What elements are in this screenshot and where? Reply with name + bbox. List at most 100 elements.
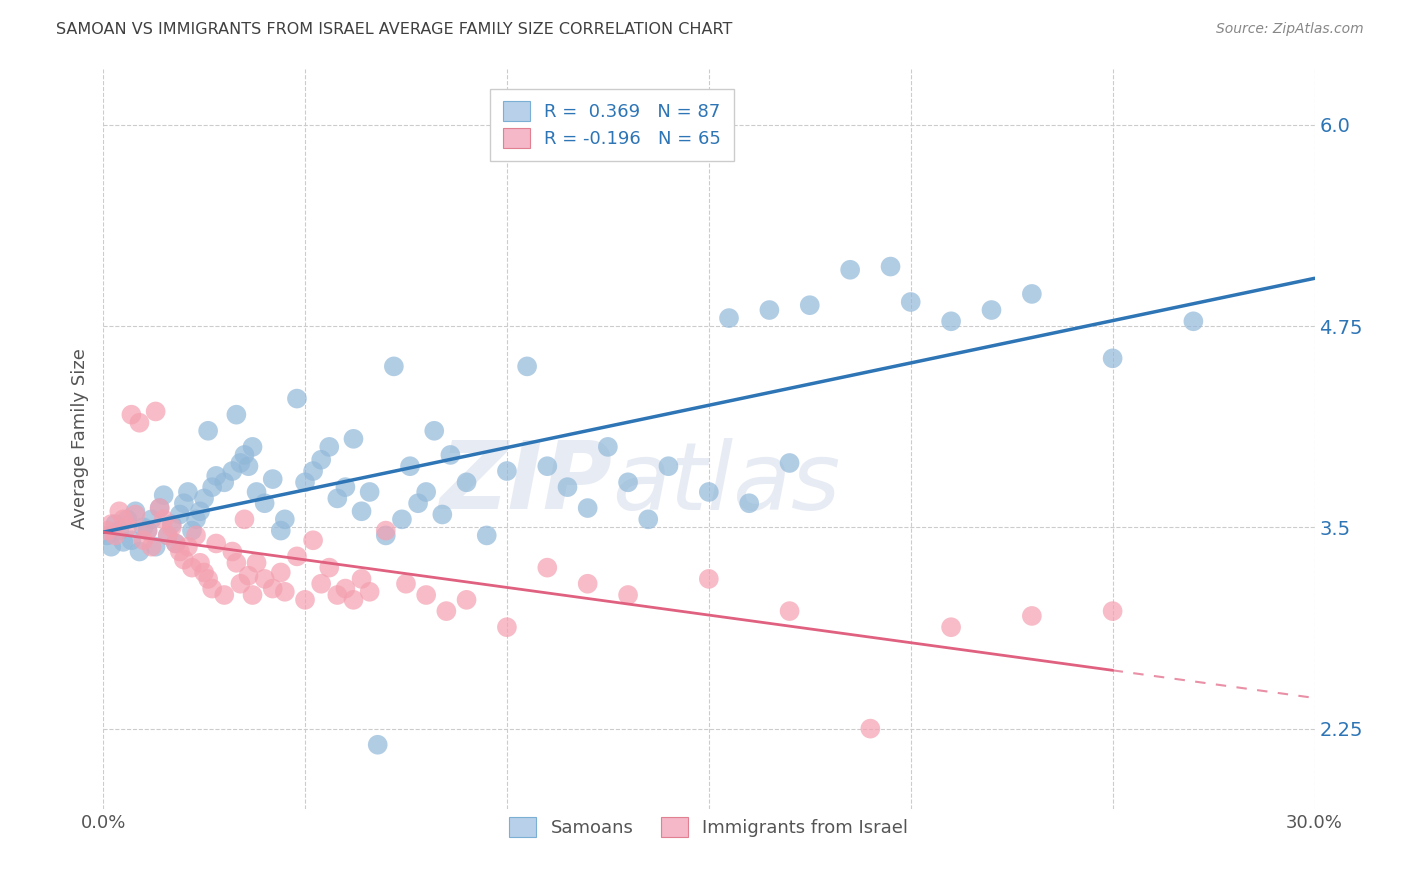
Point — [136, 524, 159, 538]
Point — [415, 485, 437, 500]
Point — [145, 540, 167, 554]
Point — [124, 504, 146, 518]
Text: Source: ZipAtlas.com: Source: ZipAtlas.com — [1216, 22, 1364, 37]
Point — [318, 560, 340, 574]
Point — [197, 424, 219, 438]
Point — [1021, 609, 1043, 624]
Point — [181, 560, 204, 574]
Point — [399, 459, 422, 474]
Point — [152, 512, 174, 526]
Text: ZIP: ZIP — [439, 437, 612, 529]
Point — [238, 459, 260, 474]
Point — [225, 408, 247, 422]
Point — [112, 512, 135, 526]
Point — [439, 448, 461, 462]
Point — [128, 544, 150, 558]
Point — [270, 566, 292, 580]
Point — [141, 512, 163, 526]
Point — [177, 540, 200, 554]
Point — [188, 504, 211, 518]
Point — [557, 480, 579, 494]
Point — [149, 501, 172, 516]
Point — [169, 508, 191, 522]
Point — [342, 592, 364, 607]
Point — [242, 440, 264, 454]
Point — [229, 576, 252, 591]
Point — [697, 572, 720, 586]
Point — [617, 588, 640, 602]
Point — [262, 582, 284, 596]
Y-axis label: Average Family Size: Average Family Size — [72, 349, 89, 529]
Point — [318, 440, 340, 454]
Point — [253, 572, 276, 586]
Point — [136, 524, 159, 538]
Point — [939, 620, 962, 634]
Point — [274, 584, 297, 599]
Point — [432, 508, 454, 522]
Point — [342, 432, 364, 446]
Text: SAMOAN VS IMMIGRANTS FROM ISRAEL AVERAGE FAMILY SIZE CORRELATION CHART: SAMOAN VS IMMIGRANTS FROM ISRAEL AVERAGE… — [56, 22, 733, 37]
Point — [253, 496, 276, 510]
Point — [214, 588, 236, 602]
Point — [205, 468, 228, 483]
Point — [156, 528, 179, 542]
Point — [197, 572, 219, 586]
Point — [294, 592, 316, 607]
Point — [173, 496, 195, 510]
Point — [184, 512, 207, 526]
Point — [225, 556, 247, 570]
Point — [242, 588, 264, 602]
Point — [980, 303, 1002, 318]
Point — [1101, 604, 1123, 618]
Text: atlas: atlas — [612, 438, 841, 529]
Point — [160, 520, 183, 534]
Point — [124, 508, 146, 522]
Point — [245, 556, 267, 570]
Point — [177, 485, 200, 500]
Point — [576, 501, 599, 516]
Point — [335, 480, 357, 494]
Point — [205, 536, 228, 550]
Point — [141, 540, 163, 554]
Point — [758, 303, 780, 318]
Point — [201, 480, 224, 494]
Point — [165, 536, 187, 550]
Point — [496, 620, 519, 634]
Point — [1021, 287, 1043, 301]
Point — [165, 536, 187, 550]
Point — [350, 572, 373, 586]
Point — [718, 311, 741, 326]
Point — [132, 533, 155, 548]
Point — [596, 440, 619, 454]
Point — [374, 524, 396, 538]
Point — [169, 544, 191, 558]
Point — [104, 528, 127, 542]
Point — [152, 488, 174, 502]
Point — [173, 552, 195, 566]
Point — [536, 560, 558, 574]
Point — [221, 544, 243, 558]
Point — [779, 604, 801, 618]
Point — [456, 592, 478, 607]
Point — [262, 472, 284, 486]
Point — [367, 738, 389, 752]
Point — [302, 533, 325, 548]
Point — [359, 485, 381, 500]
Point — [1182, 314, 1205, 328]
Point — [184, 528, 207, 542]
Point — [374, 528, 396, 542]
Point — [302, 464, 325, 478]
Point — [117, 520, 139, 534]
Point — [697, 485, 720, 500]
Point — [221, 464, 243, 478]
Point — [456, 475, 478, 490]
Point — [738, 496, 761, 510]
Point — [617, 475, 640, 490]
Point — [285, 392, 308, 406]
Point — [395, 576, 418, 591]
Point — [193, 491, 215, 506]
Point — [496, 464, 519, 478]
Point — [156, 528, 179, 542]
Point — [233, 448, 256, 462]
Point — [233, 512, 256, 526]
